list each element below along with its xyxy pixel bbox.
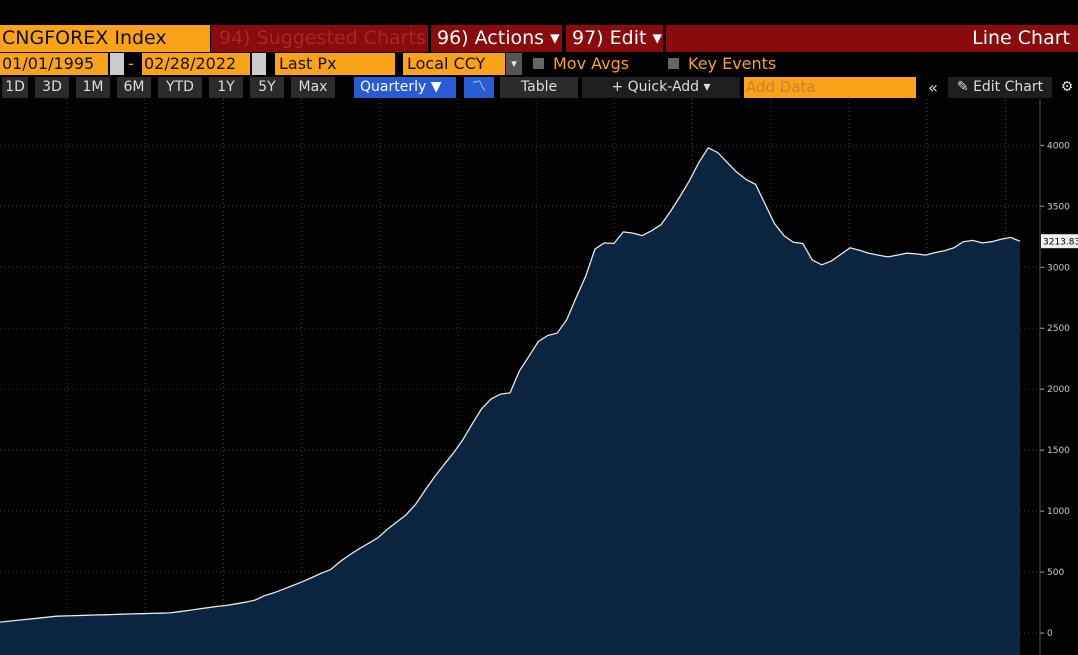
suggested-charts[interactable]: 94) Suggested Charts [211,25,428,52]
y-tick-label: 3500 [1047,202,1070,212]
frequency-selector[interactable]: Quarterly ▼ [354,77,456,98]
edit-chart-label: Edit Chart [973,79,1044,95]
start-date[interactable]: 01/01/1995 [0,53,108,75]
key-events[interactable]: Key Events [688,54,777,73]
period-button[interactable]: 5Y [250,77,284,98]
y-tick-label: 2000 [1047,385,1070,395]
y-tick-label: 1500 [1047,446,1070,456]
dropdown-arrow[interactable]: ▾ [506,53,522,75]
table-button[interactable]: Table [500,77,578,98]
field-selector[interactable]: Last Px [275,53,395,75]
y-tick-label: 500 [1047,568,1064,578]
settings-icon[interactable]: ⚙ [1060,79,1074,95]
y-tick-label: 1000 [1047,507,1070,517]
actions-menu[interactable]: 96) Actions ▾ [431,25,562,52]
quick-add[interactable]: + Quick-Add ▾ [582,77,740,98]
edit-chart[interactable]: ✎ Edit Chart [948,77,1052,98]
view-name: Line Chart [666,25,1078,52]
period-button[interactable]: 1Y [209,77,243,98]
calendar-icon[interactable] [110,53,124,75]
mov-avgs[interactable]: Mov Avgs [553,54,630,73]
chart: 0 500 1000 1500 2000 2500 3000 3500 4000 3213.83 [0,99,1078,655]
last-value-box [1041,234,1078,249]
security-field[interactable]: CNGFOREX Index [0,25,210,52]
period-button[interactable]: 6M [117,77,151,98]
area-fill [0,147,1020,655]
edit-menu[interactable]: 97) Edit ▾ [566,25,663,52]
last-value-label: 3213.83 [1043,238,1078,248]
period-button[interactable]: 3D [35,77,69,98]
collapse-button[interactable]: « [928,78,938,97]
calendar-icon[interactable] [252,53,266,75]
period-button[interactable]: 1D [2,77,28,98]
line [0,146,1021,623]
period-button[interactable]: 1M [76,77,110,98]
y-tick-label: 4000 [1047,141,1070,151]
date-dash: - [128,54,134,73]
y-tick-label: 0 [1047,629,1053,639]
add-data-input[interactable]: Add Data [744,77,916,98]
end-date[interactable]: 02/28/2022 [142,53,250,75]
chart-icon[interactable]: 〽 [464,77,494,98]
checkbox[interactable] [668,58,679,69]
y-tick-label: 3000 [1047,263,1070,273]
y-tick-label: 2500 [1047,324,1070,334]
pencil-icon: ✎ [956,79,974,95]
period-button[interactable]: Max [291,77,335,98]
period-button[interactable]: YTD [158,77,202,98]
checkbox[interactable] [533,58,544,69]
currency-selector[interactable]: Local CCY [403,53,505,75]
